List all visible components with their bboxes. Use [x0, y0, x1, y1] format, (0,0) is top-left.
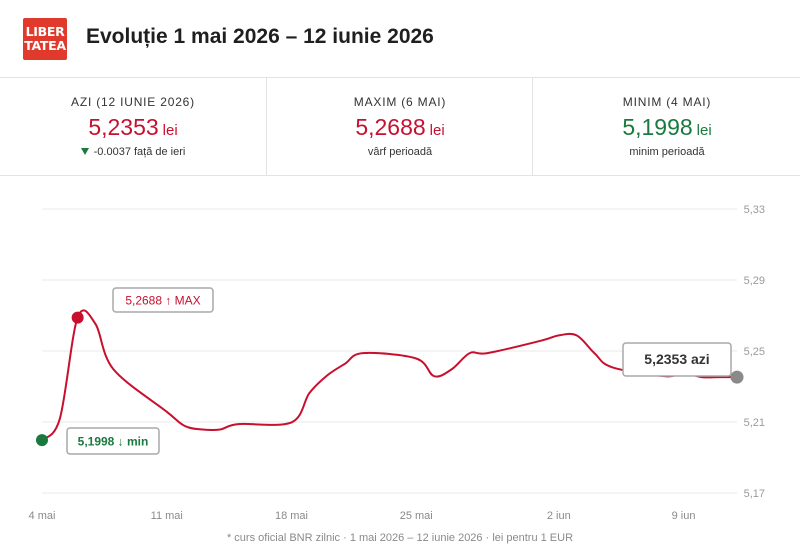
- logo-line-2: TATEA: [24, 38, 66, 53]
- stat-max-value: 5,2688: [355, 114, 426, 140]
- x-tick-label: 11 mai: [151, 510, 183, 522]
- stat-max-value-line: 5,2688 lei: [267, 114, 533, 141]
- down-arrow-icon: [80, 148, 89, 155]
- x-tick-label: 2 iun: [547, 510, 571, 522]
- stat-min-label: MINIM (4 MAI): [622, 95, 712, 109]
- x-tick-label: 25 mai: [400, 510, 433, 522]
- stat-today-change-text: -0.0037 față de ieri: [93, 146, 186, 158]
- max-label-box: [112, 287, 214, 313]
- logo-line-1: LIBER: [25, 24, 65, 39]
- stat-max-sub: vârf perioadă: [367, 146, 433, 158]
- x-tick-label: 18 mai: [275, 510, 308, 522]
- stat-today-value: 5,2353: [88, 114, 159, 140]
- stat-min-unit: lei: [696, 122, 712, 139]
- stats-row: AZI (12 IUNIE 2026) 5,2353 lei -0.0037 fa…: [0, 78, 800, 176]
- stat-max-unit: lei: [429, 122, 445, 139]
- stat-today-unit: lei: [162, 122, 178, 139]
- stat-max: MAXIM (6 MAI) 5,2688 lei vârf perioadă: [266, 78, 533, 175]
- y-tick-label: 5,17: [744, 488, 765, 500]
- stat-today-value-line: 5,2353 lei: [0, 114, 266, 141]
- today-label-box: [622, 342, 732, 377]
- today-point-marker: [730, 370, 744, 384]
- stat-min-sub: minim perioadă: [629, 146, 705, 158]
- header: LIBER TATEA Evoluție 1 mai 2026 – 12 iun…: [0, 0, 800, 78]
- libertatea-logo[interactable]: LIBER TATEA: [23, 18, 67, 60]
- min-label-text: 5,1998 ↓ min: [78, 435, 149, 449]
- stat-max-label: MAXIM (6 MAI): [353, 95, 447, 109]
- stat-min-value: 5,1998: [622, 114, 693, 140]
- y-tick-label: 5,21: [744, 417, 765, 429]
- min-label-box: [66, 427, 160, 455]
- y-tick-label: 5,29: [744, 275, 765, 287]
- stat-today-label: AZI (12 IUNIE 2026): [71, 95, 195, 109]
- exchange-rate-line-chart: 5,33 5,29 5,25 5,21 5,17 4 mai 11 mai 18 mai 25 …: [29, 204, 765, 522]
- today-label-text: 5,2353 azi: [644, 351, 709, 367]
- y-tick-label: 5,33: [744, 204, 765, 216]
- y-tick-label: 5,25: [744, 346, 765, 358]
- page-title: Evoluție 1 mai 2026 – 12 iunie 2026: [86, 25, 434, 48]
- max-label-text: 5,2688 ↑ MAX: [125, 294, 200, 308]
- footnote: * curs oficial BNR zilnic · 1 mai 2026 –…: [226, 532, 574, 544]
- x-tick-label: 9 iun: [672, 510, 696, 522]
- stat-min-value-line: 5,1998 lei: [533, 114, 800, 141]
- stat-today: AZI (12 IUNIE 2026) 5,2353 lei -0.0037 fa…: [0, 78, 266, 175]
- series-line: [41, 309, 738, 442]
- min-point-marker: [36, 434, 48, 447]
- stat-today-change: -0.0037 față de ieri: [0, 146, 266, 158]
- stat-min: MINIM (4 MAI) 5,1998 lei minim perioadă: [532, 78, 800, 175]
- x-tick-label: 4 mai: [29, 510, 56, 522]
- max-point-marker: [71, 311, 84, 324]
